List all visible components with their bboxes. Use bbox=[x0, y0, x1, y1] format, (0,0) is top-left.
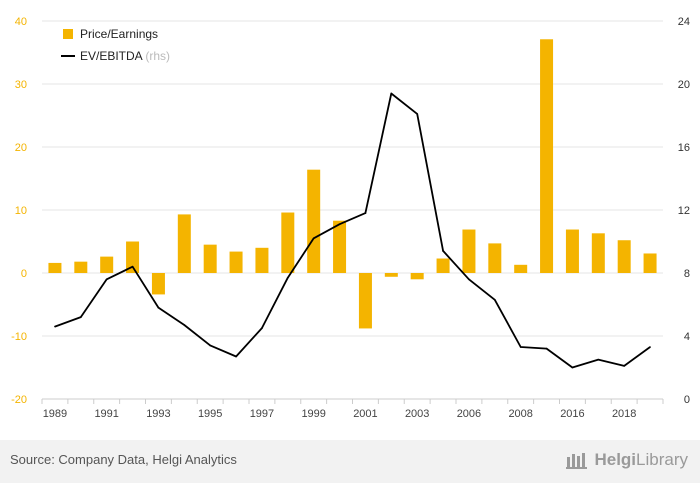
left-y-axis: -20 -10 0 10 20 30 40 bbox=[11, 16, 27, 406]
brand-part1: Helgi bbox=[594, 450, 637, 469]
pe-bar bbox=[126, 241, 140, 273]
ev-point bbox=[390, 92, 393, 95]
ev-point bbox=[338, 223, 341, 225]
ev-point bbox=[312, 237, 315, 240]
left-tick-label: -10 bbox=[11, 331, 27, 343]
ev-point bbox=[131, 265, 134, 268]
x-axis: 1989 1991 1993 1995 1997 1999 2001 2003 2006 2008… bbox=[41, 398, 664, 420]
legend-pe-swatch bbox=[63, 29, 73, 39]
ev-point bbox=[442, 250, 444, 252]
pe-bar bbox=[48, 262, 62, 273]
legend-ev-rhs: (rhs) bbox=[145, 49, 170, 63]
library-icon bbox=[566, 453, 588, 469]
left-tick-label: 20 bbox=[15, 142, 27, 154]
pe-bar bbox=[488, 243, 502, 273]
pe-bar bbox=[565, 229, 579, 273]
source-text: Source: Company Data, Helgi Analytics bbox=[10, 452, 237, 467]
right-tick-label: 20 bbox=[678, 79, 690, 91]
brand-logo: HelgiLibrary bbox=[566, 450, 688, 470]
right-tick-label: 12 bbox=[678, 205, 690, 217]
x-tick-label: 1993 bbox=[146, 408, 170, 420]
pe-bar bbox=[384, 273, 398, 277]
pe-bars bbox=[48, 39, 657, 329]
pe-bar bbox=[643, 253, 657, 273]
ev-point bbox=[571, 366, 574, 369]
x-tick-label: 1997 bbox=[250, 408, 274, 420]
x-tick-label: 1999 bbox=[301, 408, 325, 420]
pe-bar bbox=[436, 258, 450, 273]
ev-point bbox=[209, 344, 211, 347]
pe-bar bbox=[151, 273, 165, 295]
x-tick-label: 2016 bbox=[560, 408, 584, 420]
combo-chart: -20 -10 0 10 20 30 40 0 4 8 12 16 20 24 1989 1991 1993… bbox=[11, 16, 690, 420]
ev-point bbox=[287, 276, 289, 279]
right-tick-label: 16 bbox=[678, 142, 690, 154]
left-tick-label: 0 bbox=[21, 268, 27, 280]
right-tick-label: 4 bbox=[684, 331, 690, 343]
x-tick-label: 2003 bbox=[405, 408, 429, 420]
x-tick-label: 2008 bbox=[508, 408, 532, 420]
pe-bar bbox=[203, 244, 217, 273]
pe-bar bbox=[281, 212, 295, 273]
ev-point bbox=[80, 316, 82, 318]
ev-point bbox=[416, 113, 418, 115]
gridlines bbox=[42, 20, 663, 400]
ev-point bbox=[261, 327, 263, 329]
ev-point bbox=[597, 358, 600, 361]
legend-ev-label: EV/EBITDA bbox=[80, 49, 143, 63]
left-tick-label: 10 bbox=[15, 205, 27, 217]
ev-point bbox=[157, 306, 160, 309]
right-tick-label: 8 bbox=[684, 268, 690, 280]
footer: Source: Company Data, Helgi Analytics He… bbox=[0, 440, 700, 483]
right-y-axis: 0 4 8 12 16 20 24 bbox=[678, 16, 690, 406]
x-tick-label: 2006 bbox=[457, 408, 481, 420]
ev-point bbox=[545, 347, 548, 350]
pe-bar bbox=[333, 220, 347, 273]
pe-bar bbox=[307, 169, 321, 273]
ev-point bbox=[494, 298, 496, 301]
right-tick-label: 0 bbox=[684, 394, 690, 406]
x-tick-label: 1989 bbox=[43, 408, 67, 420]
ev-point bbox=[54, 325, 56, 328]
left-tick-label: -20 bbox=[11, 394, 27, 406]
x-tick-label: 1995 bbox=[198, 408, 222, 420]
left-tick-label: 40 bbox=[15, 16, 27, 28]
ev-point bbox=[183, 324, 186, 326]
ev-point bbox=[105, 278, 108, 281]
pe-bar bbox=[514, 264, 528, 273]
brand-part2: Library bbox=[636, 450, 688, 469]
ev-point bbox=[235, 355, 237, 358]
left-tick-label: 30 bbox=[15, 79, 27, 91]
legend: Price/Earnings EV/EBITDA (rhs) bbox=[61, 27, 170, 63]
ev-point bbox=[519, 346, 522, 348]
right-tick-label: 24 bbox=[678, 16, 690, 28]
pe-bar bbox=[462, 229, 476, 273]
ev-point bbox=[364, 212, 367, 214]
ev-ebitda-line bbox=[54, 92, 651, 369]
pe-bar bbox=[591, 233, 605, 273]
pe-bar bbox=[540, 39, 554, 273]
ev-point bbox=[468, 278, 470, 281]
pe-bar bbox=[177, 214, 191, 273]
svg-text:EV/EBITDA (rhs): EV/EBITDA (rhs) bbox=[80, 49, 170, 63]
x-tick-label: 2001 bbox=[353, 408, 377, 420]
pe-bar bbox=[358, 273, 372, 329]
pe-bar bbox=[74, 261, 88, 273]
x-tick-label: 2018 bbox=[612, 408, 636, 420]
pe-bar bbox=[229, 251, 243, 273]
legend-pe-label: Price/Earnings bbox=[80, 27, 158, 41]
x-tick-label: 1991 bbox=[94, 408, 118, 420]
pe-bar bbox=[100, 256, 114, 273]
pe-bar bbox=[410, 273, 424, 280]
pe-bar bbox=[255, 247, 269, 273]
ev-point bbox=[649, 346, 651, 348]
ev-point bbox=[623, 365, 625, 367]
ev-ebitda-polyline bbox=[54, 92, 651, 369]
pe-bar bbox=[617, 240, 631, 273]
